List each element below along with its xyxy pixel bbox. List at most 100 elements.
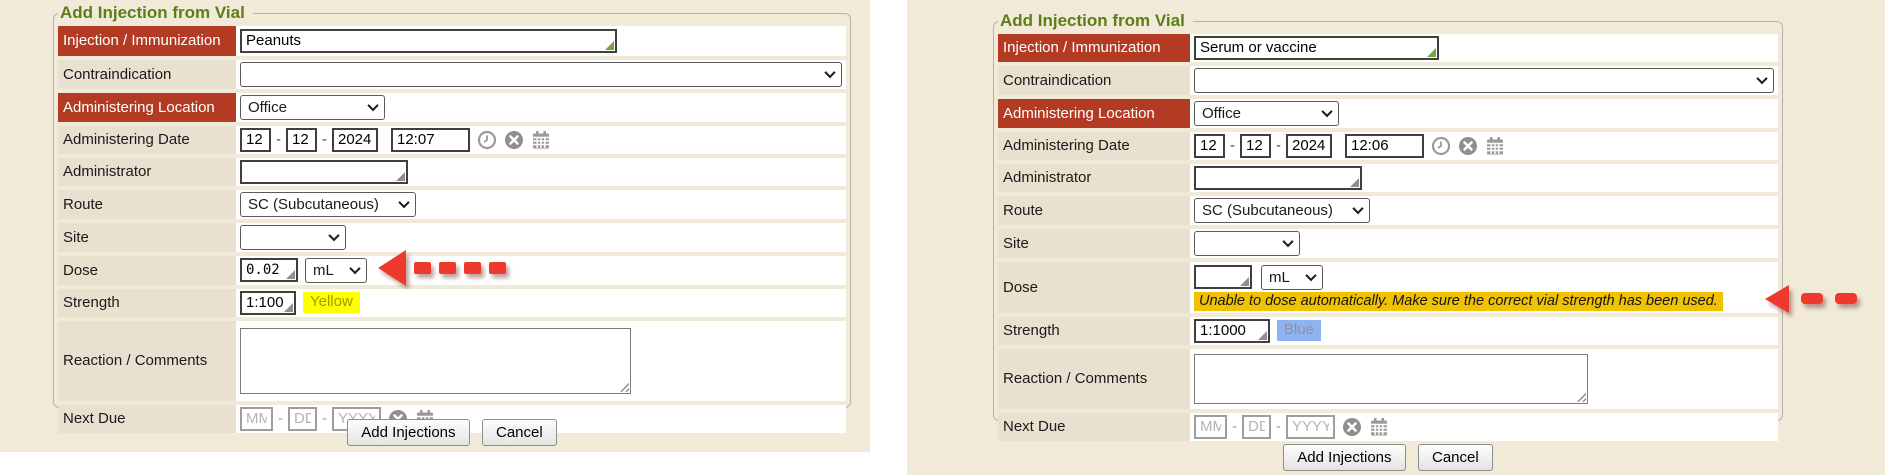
administrator-row: Administrator <box>998 163 1778 192</box>
date-separator: - <box>322 131 327 149</box>
dose-unit-select[interactable]: mL <box>1261 264 1323 290</box>
administering-location-label: Administering Location <box>998 98 1190 128</box>
injection-input[interactable] <box>1194 35 1439 60</box>
route-select[interactable]: SC (Subcutaneous) <box>1194 197 1370 223</box>
chevron-down-icon <box>1321 106 1333 118</box>
administrator-input[interactable] <box>240 159 408 184</box>
next-due-day-input[interactable] <box>288 406 317 431</box>
administering-location-select[interactable]: Office <box>1194 100 1339 126</box>
next-due-label: Next Due <box>58 404 236 433</box>
date-day-input[interactable] <box>286 127 317 152</box>
clear-icon[interactable] <box>504 130 524 150</box>
calendar-icon[interactable] <box>531 130 551 150</box>
contraindication-select[interactable] <box>1194 67 1774 93</box>
site-select[interactable] <box>1194 230 1300 256</box>
injection-form-panel-right: Add Injection from Vial Injection / Immu… <box>907 0 1885 475</box>
strength-label: Strength <box>998 316 1190 345</box>
annotation-arrow-left-form <box>378 249 506 286</box>
next-due-year-input[interactable] <box>1286 414 1335 439</box>
dose-row: Dose mL <box>58 249 846 286</box>
chevron-down-icon <box>349 263 361 275</box>
contraindication-label: Contraindication <box>58 59 236 89</box>
reaction-comments-row: Reaction / Comments <box>58 320 846 401</box>
route-label: Route <box>58 189 236 219</box>
date-time-input[interactable] <box>1345 133 1424 158</box>
site-row: Site <box>998 228 1778 258</box>
injection-row: Injection / Immunization <box>58 25 846 56</box>
administrator-label: Administrator <box>58 157 236 186</box>
cancel-button[interactable]: Cancel <box>1417 444 1493 471</box>
add-injection-fieldset-left: Add Injection from Vial Injection / Immu… <box>53 3 851 433</box>
next-due-month-input[interactable] <box>240 406 273 431</box>
chevron-down-icon <box>1352 203 1364 215</box>
clear-icon[interactable] <box>1342 417 1362 437</box>
contraindication-row: Contraindication <box>58 59 846 89</box>
date-separator: - <box>276 131 281 149</box>
route-row: Route SC (Subcutaneous) <box>58 189 846 219</box>
chevron-down-icon <box>824 67 836 79</box>
injection-input[interactable] <box>240 28 617 53</box>
next-due-day-input[interactable] <box>1242 414 1271 439</box>
dose-unit-selected-value: mL <box>1269 268 1290 286</box>
route-label: Route <box>998 195 1190 225</box>
dose-warning-message: Unable to dose automatically. Make sure … <box>1194 291 1723 311</box>
route-select[interactable]: SC (Subcutaneous) <box>240 191 416 217</box>
date-year-input[interactable] <box>1286 133 1332 158</box>
date-month-input[interactable] <box>240 127 271 152</box>
reaction-comments-label: Reaction / Comments <box>58 320 236 401</box>
date-day-input[interactable] <box>1240 133 1271 158</box>
calendar-icon[interactable] <box>1369 417 1389 437</box>
dose-label: Dose <box>58 255 236 285</box>
date-month-input[interactable] <box>1194 133 1225 158</box>
date-year-input[interactable] <box>332 127 378 152</box>
injection-row: Injection / Immunization <box>998 33 1778 62</box>
clock-icon[interactable] <box>477 130 497 150</box>
administrator-input[interactable] <box>1194 165 1362 190</box>
administering-date-row: Administering Date - - <box>58 125 846 154</box>
next-due-month-input[interactable] <box>1194 414 1227 439</box>
date-separator: - <box>278 410 283 428</box>
date-separator: - <box>1276 137 1281 155</box>
site-select[interactable] <box>240 224 346 250</box>
administrator-label: Administrator <box>998 163 1190 192</box>
route-row: Route SC (Subcutaneous) <box>998 195 1778 225</box>
cancel-button[interactable]: Cancel <box>481 419 557 446</box>
next-due-row: Next Due - - <box>998 412 1778 441</box>
strength-row: Strength Blue <box>998 316 1778 345</box>
form-actions-right: Add Injections Cancel <box>993 444 1783 471</box>
date-separator: - <box>1276 418 1281 436</box>
contraindication-label: Contraindication <box>998 65 1190 95</box>
site-label: Site <box>58 222 236 252</box>
chevron-down-icon <box>367 100 379 112</box>
dose-label: Dose <box>998 261 1190 313</box>
site-label: Site <box>998 228 1190 258</box>
strength-input[interactable] <box>1194 318 1270 343</box>
date-time-input[interactable] <box>391 127 470 152</box>
clear-icon[interactable] <box>1458 136 1478 156</box>
administering-date-label: Administering Date <box>58 125 236 154</box>
vial-color-badge: Yellow <box>303 291 360 314</box>
dose-unit-select[interactable]: mL <box>305 257 367 283</box>
chevron-down-icon <box>398 197 410 209</box>
strength-input[interactable] <box>240 290 296 315</box>
date-separator: - <box>1230 137 1235 155</box>
administering-date-label: Administering Date <box>998 131 1190 160</box>
reaction-comments-textarea[interactable] <box>240 327 631 394</box>
contraindication-select[interactable] <box>240 61 842 87</box>
add-injection-fieldset-right: Add Injection from Vial Injection / Immu… <box>993 11 1857 441</box>
chevron-down-icon <box>1756 73 1768 85</box>
add-injections-button[interactable]: Add Injections <box>1283 444 1406 471</box>
reaction-comments-textarea[interactable] <box>1194 353 1588 404</box>
dose-row: Dose mL Unable to dose automatically. Ma… <box>998 261 1857 313</box>
administering-location-select[interactable]: Office <box>240 94 385 120</box>
dose-input[interactable] <box>1194 265 1252 290</box>
strength-label: Strength <box>58 288 236 317</box>
dose-input[interactable] <box>240 258 298 283</box>
calendar-icon[interactable] <box>1485 136 1505 156</box>
form-title: Add Injection from Vial <box>60 3 245 22</box>
location-selected-value: Office <box>1202 104 1241 122</box>
route-selected-value: SC (Subcutaneous) <box>248 195 379 213</box>
injection-form-panel-left: Add Injection from Vial Injection / Immu… <box>0 0 870 452</box>
add-injections-button[interactable]: Add Injections <box>347 419 470 446</box>
clock-icon[interactable] <box>1431 136 1451 156</box>
